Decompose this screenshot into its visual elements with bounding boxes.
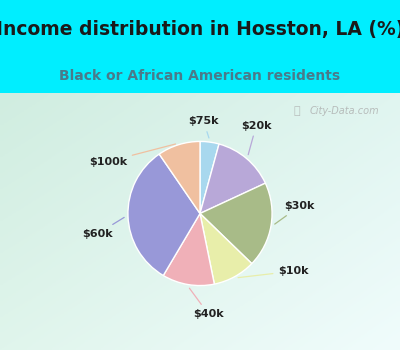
Text: City-Data.com: City-Data.com — [310, 106, 380, 116]
Wedge shape — [163, 214, 214, 286]
Text: Income distribution in Hosston, LA (%): Income distribution in Hosston, LA (%) — [0, 20, 400, 39]
Wedge shape — [159, 141, 200, 214]
Text: $75k: $75k — [188, 116, 219, 138]
Wedge shape — [200, 214, 252, 284]
Text: Ⓜ: Ⓜ — [293, 106, 300, 116]
Text: Black or African American residents: Black or African American residents — [60, 69, 340, 83]
Wedge shape — [200, 183, 272, 264]
Text: $30k: $30k — [275, 201, 315, 224]
Wedge shape — [200, 141, 219, 214]
Text: $60k: $60k — [82, 217, 124, 239]
Text: $40k: $40k — [190, 288, 224, 320]
Text: $10k: $10k — [238, 266, 309, 278]
Text: $20k: $20k — [241, 121, 272, 155]
Wedge shape — [200, 144, 265, 214]
Text: $100k: $100k — [89, 144, 176, 167]
Wedge shape — [128, 154, 200, 275]
